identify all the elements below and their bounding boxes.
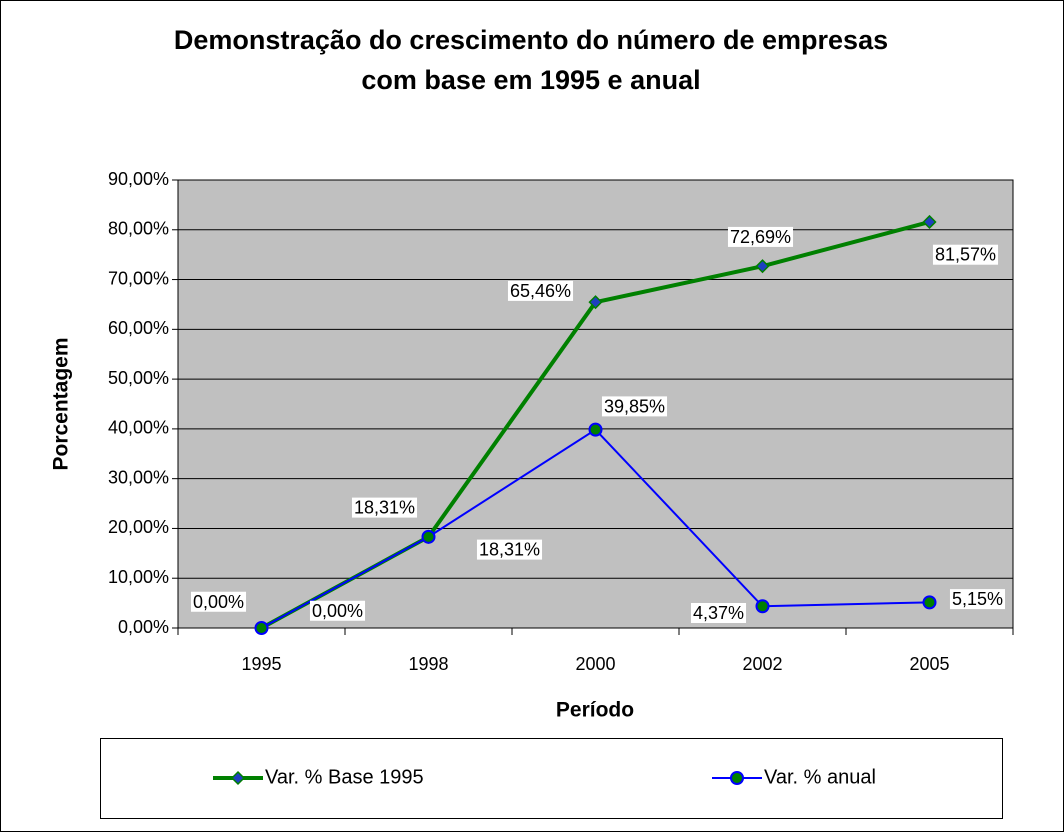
- data-label-bg: [190, 591, 247, 612]
- data-label: 4,37%: [693, 603, 744, 623]
- x-tick-label: 1998: [408, 654, 448, 674]
- data-label-bg: [476, 539, 543, 560]
- marker: [254, 621, 269, 635]
- marker: [421, 529, 436, 544]
- marker: [588, 422, 603, 437]
- data-label-bg: [949, 589, 1006, 610]
- data-label: 0,00%: [312, 601, 363, 621]
- data-label-bg: [309, 600, 366, 621]
- data-label: 65,46%: [510, 281, 571, 301]
- marker: [730, 771, 744, 785]
- data-label: 18,31%: [354, 498, 415, 518]
- y-tick-label: 20,00%: [108, 517, 169, 537]
- data-label-bg: [351, 497, 418, 518]
- legend-label: Var. % Base 1995: [265, 766, 424, 788]
- marker: [588, 295, 603, 310]
- chart-title: Demonstração do crescimento do número de…: [174, 25, 888, 95]
- marker: [922, 595, 937, 610]
- data-label-bg: [507, 280, 574, 301]
- y-tick-label: 80,00%: [108, 219, 169, 239]
- plot-area: [177, 179, 1014, 629]
- data-label-bg: [601, 396, 668, 417]
- data-label-bg: [932, 244, 999, 265]
- y-tick-label: 60,00%: [108, 318, 169, 338]
- data-label-bg: [690, 602, 747, 623]
- data-label: 72,69%: [730, 227, 791, 247]
- x-tick-label: 1995: [241, 654, 281, 674]
- x-tick-label: 2000: [575, 654, 615, 674]
- data-label: 5,15%: [952, 589, 1003, 609]
- legend-label: Var. % anual: [764, 766, 876, 788]
- marker: [755, 259, 770, 274]
- y-tick-label: 50,00%: [108, 368, 169, 388]
- y-tick-label: 0,00%: [118, 617, 169, 637]
- data-label: 18,31%: [479, 540, 540, 560]
- data-label: 81,57%: [935, 245, 996, 265]
- x-tick-label: 2002: [742, 654, 782, 674]
- data-label-bg: [727, 226, 794, 247]
- y-tick-label: 90,00%: [108, 169, 169, 189]
- data-label: 0,00%: [193, 592, 244, 612]
- data-label: 39,85%: [604, 396, 665, 416]
- x-tick-label: 2005: [909, 654, 949, 674]
- marker: [230, 770, 246, 786]
- marker: [755, 599, 770, 614]
- y-tick-label: 40,00%: [108, 418, 169, 438]
- y-tick-label: 70,00%: [108, 268, 169, 288]
- marker: [922, 214, 937, 230]
- y-axis-label: Porcentagem: [50, 337, 73, 470]
- y-tick-label: 30,00%: [108, 467, 169, 487]
- x-axis-label: Período: [556, 699, 634, 722]
- y-tick-label: 10,00%: [108, 567, 169, 587]
